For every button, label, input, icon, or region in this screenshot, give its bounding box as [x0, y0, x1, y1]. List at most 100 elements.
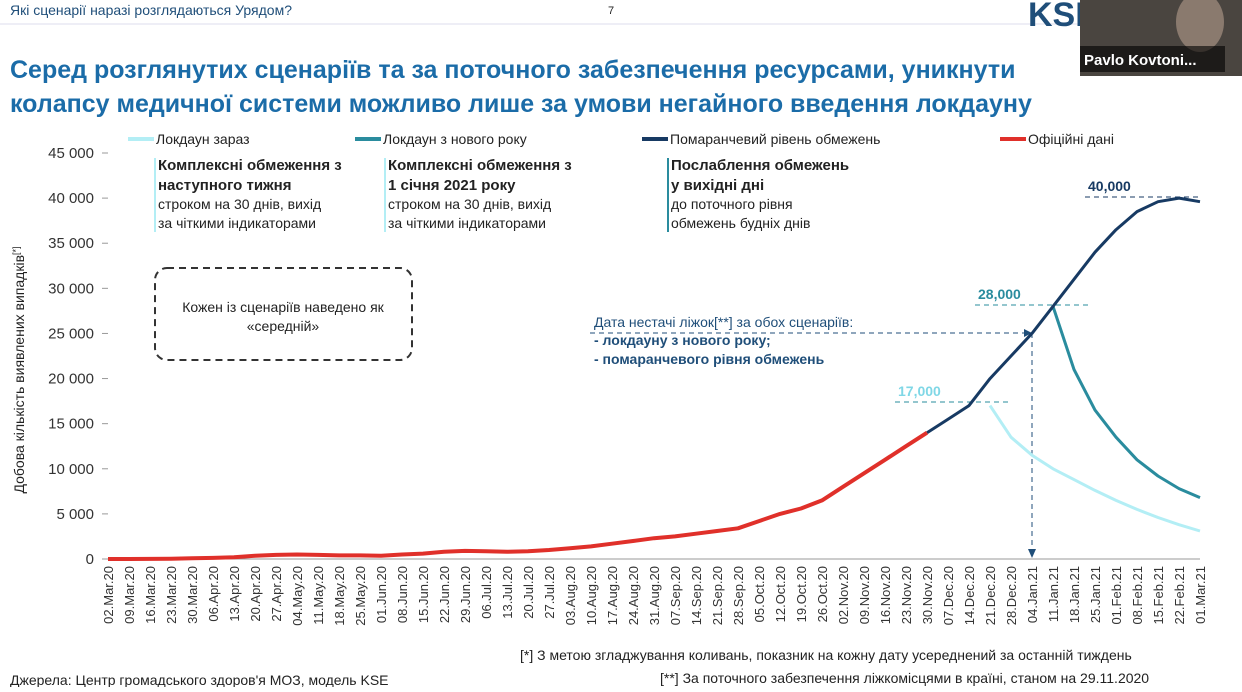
video-person: [1176, 0, 1224, 52]
x-tick-label: 25.May.20: [353, 566, 368, 626]
point-label: 28,000: [978, 286, 1021, 302]
x-tick-label: 01.Jun.20: [374, 566, 389, 623]
y-tick-label: 5 000: [56, 506, 94, 523]
y-tick-label: 30 000: [48, 280, 94, 297]
x-tick-label: 02.Mar.20: [101, 566, 116, 624]
legend-label: Локдаун зараз: [156, 131, 250, 147]
x-tick-label: 01.Mar.21: [1193, 566, 1208, 624]
x-tick-label: 08.Jun.20: [395, 566, 410, 623]
shortage-note: - локдауну з нового року;: [594, 332, 771, 348]
x-tick-label: 12.Oct.20: [773, 566, 788, 622]
x-tick-label: 09.Mar.20: [122, 566, 137, 624]
x-tick-label: 14.Sep.20: [689, 566, 704, 625]
page-number: 7: [608, 5, 614, 17]
x-tick-label: 30.Mar.20: [185, 566, 200, 624]
legend-label: Офіційні дані: [1028, 131, 1114, 147]
x-tick-label: 21.Dec.20: [983, 566, 998, 625]
note-title: Послаблення обмежень: [671, 157, 849, 174]
y-tick-label: 25 000: [48, 325, 94, 342]
x-tick-label: 16.Nov.20: [878, 566, 893, 624]
point-label: 17,000: [898, 383, 941, 399]
y-tick-label: 10 000: [48, 461, 94, 478]
x-tick-label: 19.Oct.20: [794, 566, 809, 622]
x-tick-label: 26.Oct.20: [815, 566, 830, 622]
x-tick-label: 17.Aug.20: [605, 566, 620, 625]
x-tick-label: 09.Nov.20: [857, 566, 872, 624]
note-body: строком на 30 днів, вихід: [388, 196, 551, 212]
x-tick-label: 07.Dec.20: [941, 566, 956, 625]
x-tick-label: 11.Jan.21: [1046, 566, 1061, 622]
video-name-bg: [1080, 46, 1225, 72]
x-tick-label: 11.May.20: [311, 566, 326, 625]
x-tick-label: 03.Aug.20: [563, 566, 578, 625]
x-tick-label: 15.Jun.20: [416, 566, 431, 623]
point-label: 40,000: [1088, 178, 1131, 194]
note-title: наступного тижня: [158, 177, 291, 194]
x-tick-label: 06.Jul.20: [479, 566, 494, 619]
x-tick-label: 15.Feb.21: [1151, 566, 1166, 625]
footnote: [*] З метою згладжування коливань, показ…: [520, 647, 1132, 663]
x-tick-label: 02.Nov.20: [836, 566, 851, 624]
x-tick-label: 30.Nov.20: [920, 566, 935, 624]
x-tick-label: 22.Jun.20: [437, 566, 452, 623]
x-tick-label: 07.Sep.20: [668, 566, 683, 625]
series-line: [1051, 305, 1201, 499]
legend-label: Помаранчевий рівень обмежень: [670, 131, 880, 147]
slide-title: Серед розглянутих сценаріїв та за поточн…: [10, 56, 1015, 84]
x-tick-label: 25.Jan.21: [1088, 566, 1103, 623]
y-tick-label: 15 000: [48, 416, 94, 433]
x-tick-label: 28.Sep.20: [731, 566, 746, 625]
y-axis-label: Добова кількість виявлених випадків[*]: [11, 246, 27, 493]
x-tick-label: 28.Dec.20: [1004, 566, 1019, 625]
scenario-notes: Комплексні обмеження з наступного тижня …: [154, 157, 849, 232]
y-tick-label: 35 000: [48, 235, 94, 252]
x-tick-label: 04.Jan.21: [1025, 566, 1040, 623]
shortage-note: - помаранчевого рівня обмежень: [594, 351, 825, 367]
note-title: Комплексні обмеження з: [158, 157, 342, 174]
x-tick-label: 08.Feb.21: [1130, 566, 1145, 625]
x-tick-label: 20.Jul.20: [521, 566, 536, 619]
x-tick-label: 29.Jun.20: [458, 566, 473, 623]
x-tick-label: 21.Sep.20: [710, 566, 725, 625]
note-body: за чіткими індикаторами: [388, 215, 546, 231]
note-title: Комплексні обмеження з: [388, 157, 572, 174]
x-tick-label: 14.Dec.20: [962, 566, 977, 625]
x-tick-label: 31.Aug.20: [647, 566, 662, 625]
footnote: [**] За поточного забезпечення ліжкомісц…: [660, 670, 1149, 686]
x-tick-label: 18.May.20: [332, 566, 347, 626]
x-tick-label: 23.Nov.20: [899, 566, 914, 624]
x-tick-label: 18.Jan.21: [1067, 566, 1082, 623]
header: Які сценарії наразі розглядаються Урядом…: [10, 2, 292, 18]
x-tick-label: 27.Apr.20: [269, 566, 284, 622]
note-title: 1 січня 2021 року: [388, 177, 516, 194]
x-tick-label: 22.Feb.21: [1172, 566, 1187, 625]
x-tick-label: 24.Aug.20: [626, 566, 641, 625]
series-line: [988, 404, 1201, 533]
bubble-text: Кожен із сценаріїв наведено як: [182, 299, 384, 315]
note-title: у вихідні дні: [671, 177, 764, 194]
y-tick-label: 0: [86, 551, 94, 568]
x-tick-label: 06.Apr.20: [206, 566, 221, 622]
x-tick-label: 20.Apr.20: [248, 566, 263, 622]
x-tick-label: 23.Mar.20: [164, 566, 179, 624]
note-body: за чіткими індикаторами: [158, 215, 316, 231]
x-tick-label: 27.Jul.20: [542, 566, 557, 619]
y-tick-label: 20 000: [48, 371, 94, 388]
source: Джерела: Центр громадського здоров'я МОЗ…: [10, 672, 389, 687]
arrow-head: [1024, 329, 1032, 337]
note-body: строком на 30 днів, вихід: [158, 196, 321, 212]
video-name: Pavlo Kovtoni...: [1084, 52, 1197, 69]
bubble-box: [154, 267, 413, 361]
x-tick-label: 04.May.20: [290, 566, 305, 626]
x-tick-label: 13.Apr.20: [227, 566, 242, 622]
bubble-text: «середній»: [247, 318, 320, 334]
slide-title: колапсу медичної системи можливо лише за…: [10, 90, 1032, 118]
y-tick-label: 45 000: [48, 145, 94, 162]
series-line: [926, 196, 1201, 434]
x-tick-label: 13.Jul.20: [500, 566, 515, 619]
x-tick-label: 05.Oct.20: [752, 566, 767, 622]
x-tick-label: 10.Aug.20: [584, 566, 599, 625]
arrow-head: [1028, 549, 1036, 558]
note-body: до поточного рівня: [671, 196, 793, 212]
